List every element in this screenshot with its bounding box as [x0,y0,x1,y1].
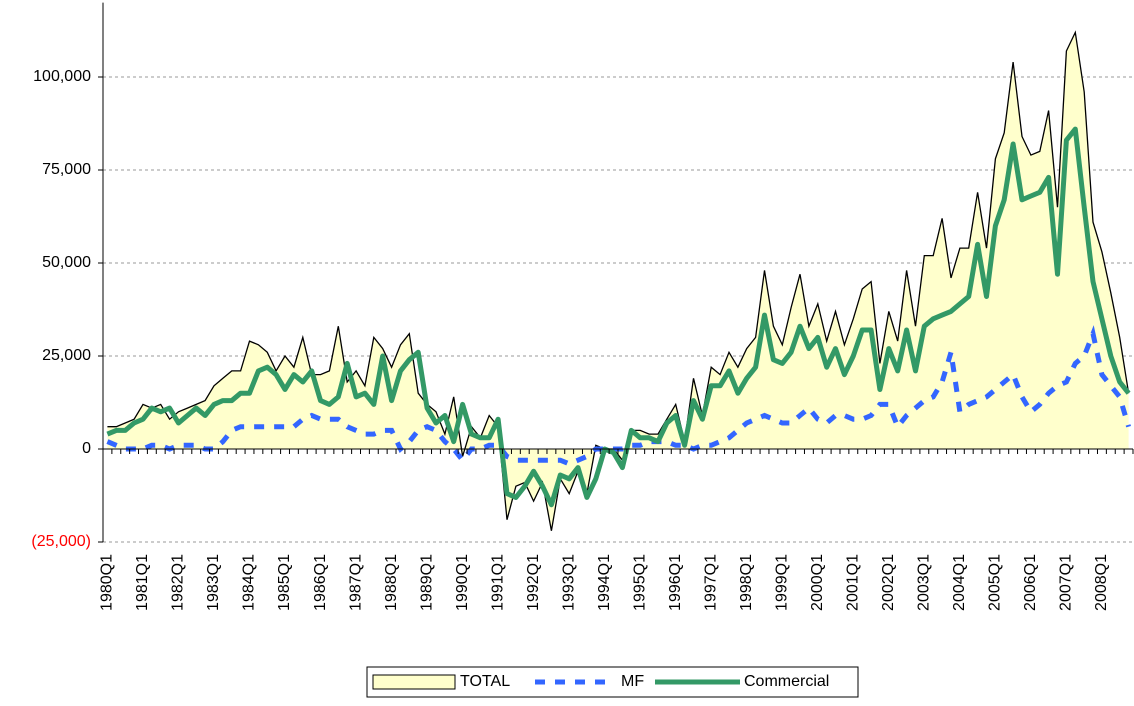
x-tick-label: 1995Q1 [631,554,648,611]
x-tick-label: 2002Q1 [880,554,897,611]
legend-label: MF [621,673,644,690]
x-tick-label: 1981Q1 [134,554,151,611]
x-tick-label: 2003Q1 [916,554,933,611]
x-tick-label: 1997Q1 [702,554,719,611]
x-tick-label: 1980Q1 [99,554,116,611]
y-tick-label: 100,000 [33,68,91,85]
y-tick-label: 25,000 [42,347,91,364]
y-tick-label: (25,000) [31,533,91,550]
x-tick-label: 1988Q1 [383,554,400,611]
x-tick-label: 2001Q1 [845,554,862,611]
x-tick-label: 1985Q1 [276,554,293,611]
x-tick-label: 1983Q1 [205,554,222,611]
x-tick-label: 2008Q1 [1093,554,1110,611]
x-tick-label: 2007Q1 [1058,554,1075,611]
x-tick-label: 1993Q1 [560,554,577,611]
area-fill [107,32,1129,531]
x-tick-label: 2005Q1 [987,554,1004,611]
legend: TOTAL MF Commercial [366,666,859,698]
x-tick-label: 1989Q1 [418,554,435,611]
x-tick-label: 1982Q1 [170,554,187,611]
area-outline [107,30,1130,531]
x-tick-label: 1987Q1 [347,554,364,611]
x-tick-label: 1994Q1 [596,554,613,611]
y-tick-label: 50,000 [42,254,91,271]
y-tick-label: 0 [82,440,91,457]
x-tick-label: 1999Q1 [773,554,790,611]
x-tick-label: 1992Q1 [525,554,542,611]
x-tick-label: 1998Q1 [738,554,755,611]
x-tick-label: 1990Q1 [454,554,471,611]
x-tick-label: 2004Q1 [951,554,968,611]
x-tick-label: 1986Q1 [312,554,329,611]
x-tick-label: 1996Q1 [667,554,684,611]
x-tick-label: 1984Q1 [241,554,258,611]
y-tick-label: 75,000 [42,161,91,178]
x-tick-label: 2006Q1 [1022,554,1039,611]
line [106,126,1131,508]
legend-label: Commercial [744,673,829,690]
x-tick-label: 1991Q1 [489,554,506,611]
legend-label: TOTAL [460,673,510,690]
x-tick-label: 2000Q1 [809,554,826,611]
legend-swatch [372,674,456,690]
